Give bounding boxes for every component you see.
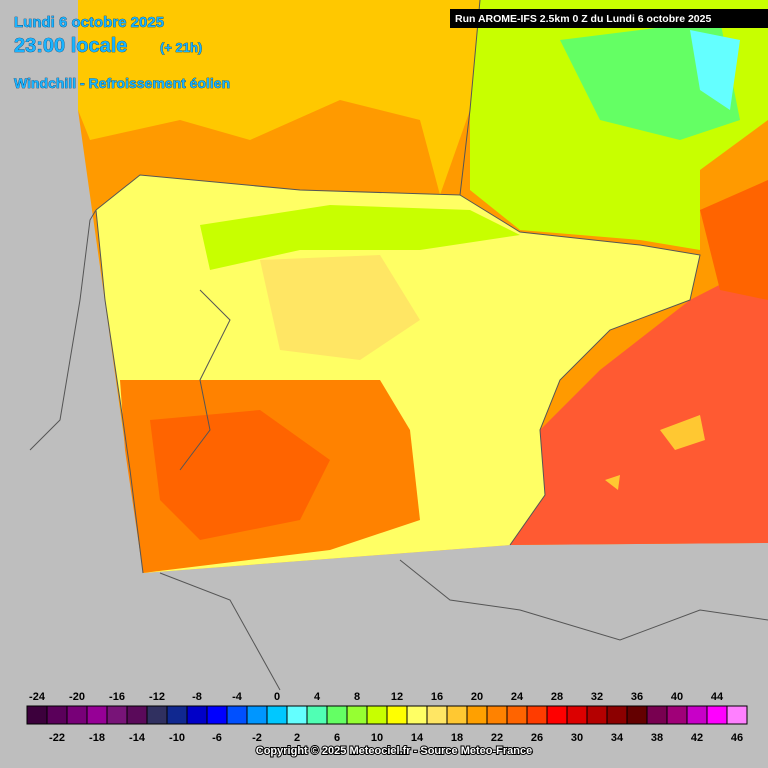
legend-swatch bbox=[46, 705, 68, 725]
legend-swatch bbox=[626, 705, 648, 725]
legend-label: 2 bbox=[294, 732, 300, 744]
legend-label: 38 bbox=[651, 732, 663, 744]
border-portugal bbox=[179, 289, 231, 471]
meseta bbox=[260, 255, 420, 360]
portugal-coast bbox=[29, 209, 97, 451]
africa-coast bbox=[159, 559, 768, 691]
legend-label: -20 bbox=[69, 691, 85, 703]
legend-swatch bbox=[726, 705, 748, 725]
legend-swatch bbox=[126, 705, 148, 725]
coastline bbox=[459, 194, 701, 546]
legend-swatch bbox=[146, 705, 168, 725]
legend-swatch bbox=[666, 705, 688, 725]
legend-label: 32 bbox=[591, 691, 603, 703]
legend-label: 34 bbox=[611, 732, 624, 744]
guadalquivir bbox=[150, 410, 330, 540]
legend-swatch bbox=[226, 705, 248, 725]
legend-swatch bbox=[346, 705, 368, 725]
legend: -24-22-20-18-16-14-12-10-8-6-4-202468101… bbox=[26, 691, 748, 744]
model-domain bbox=[78, 0, 768, 573]
legend-label: 28 bbox=[551, 691, 563, 703]
legend-label: 16 bbox=[431, 691, 443, 703]
run: Run AROME-IFS 2.5km 0 Z du Lundi 6 octob… bbox=[455, 13, 711, 25]
legend-swatch bbox=[646, 705, 668, 725]
legend-swatch bbox=[306, 705, 328, 725]
legend-swatch bbox=[426, 705, 448, 725]
legend-swatch bbox=[366, 705, 388, 725]
copyright: Copyright © 2025 Meteociel.fr - Source M… bbox=[256, 745, 532, 757]
legend-swatch bbox=[606, 705, 628, 725]
legend-swatch bbox=[706, 705, 728, 725]
legend-label: -6 bbox=[212, 732, 222, 744]
lead: (+ 21h) bbox=[160, 40, 202, 55]
legend-label: 30 bbox=[571, 732, 583, 744]
header: Lundi 6 octobre 2025 23:00 locale (+ 21h… bbox=[14, 9, 768, 91]
mediterranean bbox=[510, 260, 768, 545]
north-ridge bbox=[200, 205, 520, 270]
legend-swatch bbox=[486, 705, 508, 725]
legend-label: -2 bbox=[252, 732, 262, 744]
legend-swatch bbox=[326, 705, 348, 725]
legend-label: -18 bbox=[89, 732, 105, 744]
legend-label: -22 bbox=[49, 732, 65, 744]
time: 23:00 locale bbox=[14, 35, 127, 57]
legend-swatch bbox=[246, 705, 268, 725]
legend-swatch bbox=[546, 705, 568, 725]
atlantic-cool bbox=[78, 0, 480, 195]
date: Lundi 6 octobre 2025 bbox=[14, 14, 164, 31]
legend-label: -4 bbox=[232, 691, 243, 703]
legend-swatch bbox=[466, 705, 488, 725]
legend-label: 40 bbox=[671, 691, 683, 703]
legend-label: 14 bbox=[411, 732, 424, 744]
legend-label: 10 bbox=[371, 732, 383, 744]
legend-label: 8 bbox=[354, 691, 360, 703]
legend-label: 44 bbox=[711, 691, 724, 703]
legend-label: -16 bbox=[109, 691, 125, 703]
product: Windchill - Refroissement éolien bbox=[14, 75, 230, 91]
legend-swatch bbox=[586, 705, 608, 725]
legend-label: -10 bbox=[169, 732, 185, 744]
legend-swatch bbox=[166, 705, 188, 725]
legend-label: 22 bbox=[491, 732, 503, 744]
legend-swatch bbox=[66, 705, 88, 725]
borders bbox=[29, 0, 768, 691]
ibiza bbox=[605, 475, 620, 490]
legend-label: -24 bbox=[29, 691, 46, 703]
coastline bbox=[95, 0, 481, 211]
legend-label: 12 bbox=[391, 691, 403, 703]
legend-swatch bbox=[566, 705, 588, 725]
legend-swatch bbox=[406, 705, 428, 725]
legend-label: -8 bbox=[192, 691, 202, 703]
legend-label: 36 bbox=[631, 691, 643, 703]
legend-label: 46 bbox=[731, 732, 743, 744]
legend-swatch bbox=[386, 705, 408, 725]
legend-swatch bbox=[286, 705, 308, 725]
legend-swatch bbox=[506, 705, 528, 725]
legend-label: 6 bbox=[334, 732, 340, 744]
legend-label: 0 bbox=[274, 691, 280, 703]
legend-swatch bbox=[86, 705, 108, 725]
legend-label: 24 bbox=[511, 691, 524, 703]
legend-swatch bbox=[526, 705, 548, 725]
legend-label: 42 bbox=[691, 732, 703, 744]
legend-label: 18 bbox=[451, 732, 463, 744]
gulf-lion bbox=[700, 180, 768, 300]
legend-swatch bbox=[446, 705, 468, 725]
legend-swatch bbox=[266, 705, 288, 725]
mallorca bbox=[660, 415, 705, 450]
legend-swatch bbox=[186, 705, 208, 725]
legend-swatch bbox=[686, 705, 708, 725]
legend-swatch bbox=[26, 705, 48, 725]
legend-swatch bbox=[206, 705, 228, 725]
alps-cold bbox=[690, 30, 740, 110]
legend-label: -12 bbox=[149, 691, 165, 703]
legend-label: 4 bbox=[314, 691, 321, 703]
run-box bbox=[450, 9, 768, 28]
legend-label: 20 bbox=[471, 691, 483, 703]
legend-label: 26 bbox=[531, 732, 543, 744]
coastline bbox=[95, 209, 144, 574]
legend-label: -14 bbox=[129, 732, 146, 744]
legend-swatch bbox=[106, 705, 128, 725]
